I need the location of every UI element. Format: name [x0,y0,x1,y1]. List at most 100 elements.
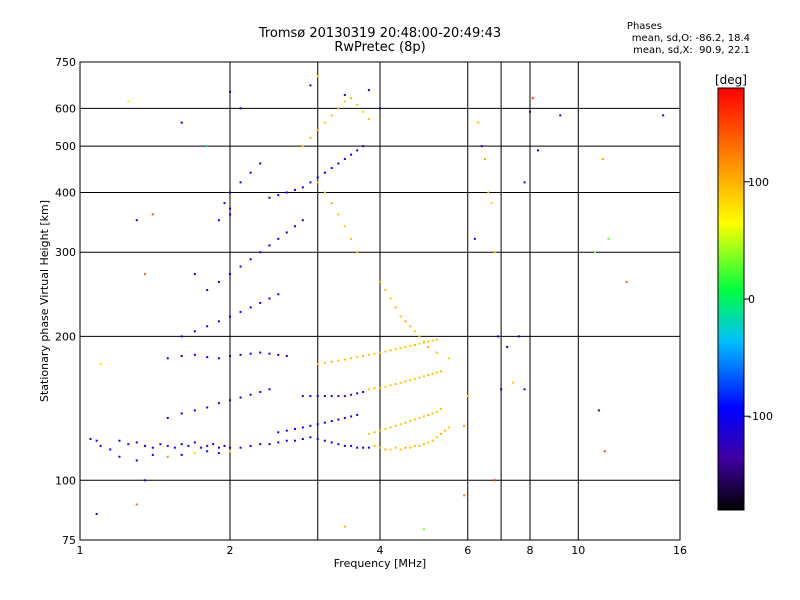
data-point [418,342,421,345]
data-point [323,439,326,442]
data-point [95,513,98,516]
data-point [362,390,365,393]
data-point [143,444,146,447]
data-point [277,441,280,444]
colorbar-unit-label: [deg] [715,73,747,87]
data-point [337,162,340,165]
data-point [229,446,231,449]
data-point [229,273,231,276]
data-point [367,117,370,120]
data-point [523,388,526,391]
data-point [229,450,231,453]
data-point [337,213,340,216]
data-point [223,202,226,205]
data-point [293,188,296,191]
data-point [422,341,425,344]
data-point [259,443,262,446]
data-point [316,129,319,132]
data-point [422,375,425,378]
stats-o-line: mean, sd,O: -86.2, 18.4 [631,33,750,44]
data-point [443,429,446,432]
data-point [193,353,196,356]
data-point [343,358,346,361]
data-point [367,353,370,356]
data-point [431,372,434,375]
data-point [413,330,416,333]
data-point [413,377,416,380]
data-point [143,273,146,276]
data-point [447,426,450,429]
data-point [277,353,280,356]
x-tick-label: 10 [571,544,585,557]
data-point [268,443,271,446]
data-point [394,306,397,309]
data-point [118,439,121,442]
data-point [404,446,407,449]
data-point [517,335,520,338]
data-point [301,437,304,440]
data-point [239,265,242,268]
data-point [166,357,169,360]
data-point [409,344,412,347]
data-point [384,385,387,388]
data-points [89,75,665,531]
data-point [399,315,402,318]
data-point [323,395,326,398]
data-point [337,107,340,110]
data-point [466,395,469,398]
data-point [309,424,312,427]
data-point [356,446,359,449]
data-point [135,459,138,462]
data-point [193,452,196,455]
data-point [301,395,304,398]
data-point [413,343,416,346]
data-point [356,149,359,152]
data-point [285,439,288,442]
data-point [343,158,346,161]
data-point [490,202,493,205]
data-point [367,432,370,435]
data-point [389,297,392,300]
data-point [206,145,209,148]
y-tick-label: 75 [62,534,76,547]
data-point [404,421,407,424]
data-point [350,237,353,240]
data-point [409,446,412,449]
data-point [217,357,220,360]
data-point [229,399,231,402]
data-point [268,196,271,199]
data-point [529,110,531,113]
data-point [239,353,242,356]
data-point [285,191,288,194]
chart-title: Tromsø 20130319 20:48:00-20:49:43 [258,26,502,41]
data-point [389,426,392,429]
data-point [268,352,271,355]
data-point [301,426,304,429]
data-point [249,393,252,396]
data-point [373,352,376,355]
data-point [277,237,280,240]
data-point [506,346,509,349]
data-point [597,409,600,412]
data-point [206,356,209,359]
data-point [229,354,231,357]
data-point [409,420,412,423]
data-point [309,395,312,398]
data-point [166,416,169,419]
data-point [447,357,450,360]
data-point [389,384,392,387]
data-point [330,395,333,398]
data-point [217,452,220,455]
data-point [277,194,280,197]
data-point [379,280,381,283]
data-point [212,443,215,446]
data-point [316,363,319,366]
data-point [394,348,397,351]
data-point [362,145,365,148]
y-tick-label: 500 [55,140,76,153]
data-point [500,388,503,391]
data-point [435,371,438,374]
data-point [268,297,271,300]
x-tick-label: 2 [227,544,234,557]
data-point [343,395,346,398]
